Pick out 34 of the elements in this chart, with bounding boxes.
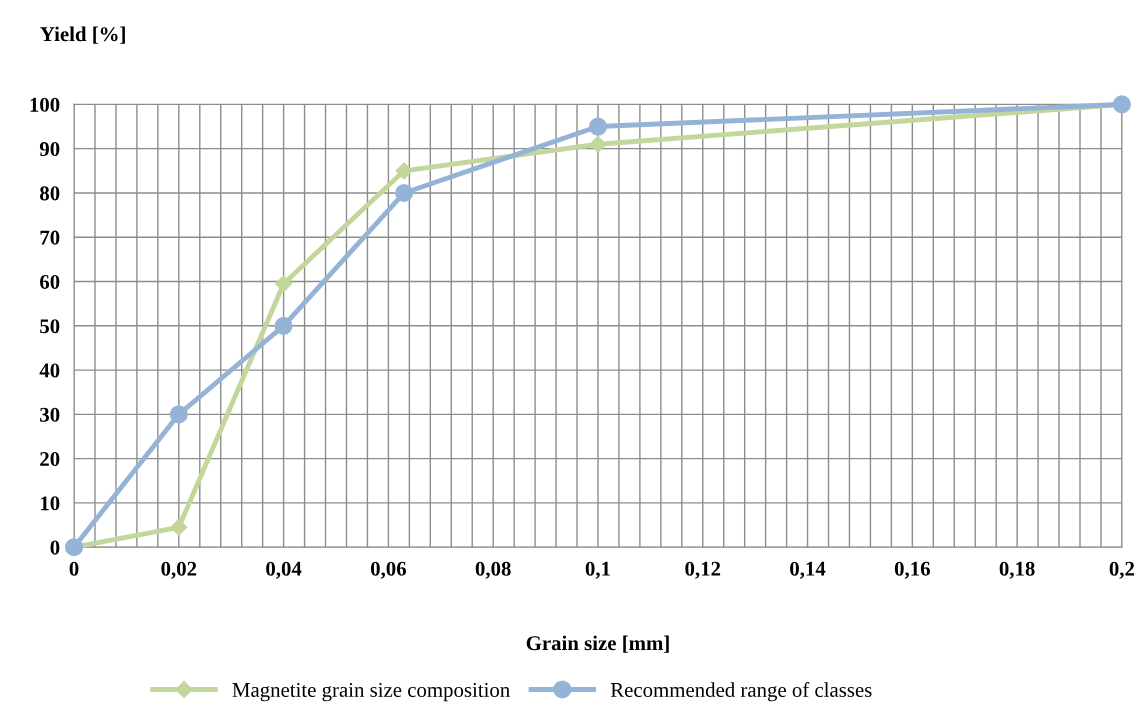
x-tick-label: 0,14 [790, 561, 826, 579]
point [169, 405, 188, 424]
x-tick-label: 0,16 [894, 561, 930, 579]
point [274, 316, 293, 335]
y-tick-label: 20 [40, 452, 60, 467]
x-tick-label: 0,18 [999, 561, 1035, 579]
x-tick-label: 0,02 [161, 561, 197, 579]
y-tick-label: 100 [30, 97, 60, 112]
x-axis-title: Grain size [mm] [526, 635, 669, 653]
x-tick-label: 0,06 [370, 561, 407, 579]
y-tick-label: 50 [40, 319, 60, 334]
y-tick-label: 10 [40, 496, 60, 511]
y-tick-label: 0 [50, 540, 60, 555]
legend-label: Recommended range of classes [610, 682, 872, 702]
x-tick-label: 0 [69, 561, 79, 576]
point [170, 518, 188, 536]
y-axis-title: Yield [%] [40, 26, 125, 44]
y-tick-label: 60 [40, 274, 60, 289]
point [275, 275, 293, 293]
x-tick-label: 0,1 [585, 561, 610, 579]
y-tick-label: 70 [40, 230, 60, 245]
y-tick-label: 40 [39, 363, 60, 378]
point [395, 162, 413, 180]
point [588, 117, 608, 136]
x-tick-label: 0,12 [685, 561, 721, 579]
y-tick-label: 80 [40, 186, 60, 201]
y-tick-label: 30 [40, 407, 60, 422]
y-tick-label: 90 [39, 142, 60, 157]
point [395, 183, 414, 202]
x-tick-label: 0,04 [266, 561, 302, 579]
x-tick-label: 0,08 [475, 561, 511, 579]
legend-label: Magnetite grain size composition [232, 682, 510, 702]
point [589, 135, 607, 153]
x-tick-label: 0,2 [1109, 561, 1135, 579]
